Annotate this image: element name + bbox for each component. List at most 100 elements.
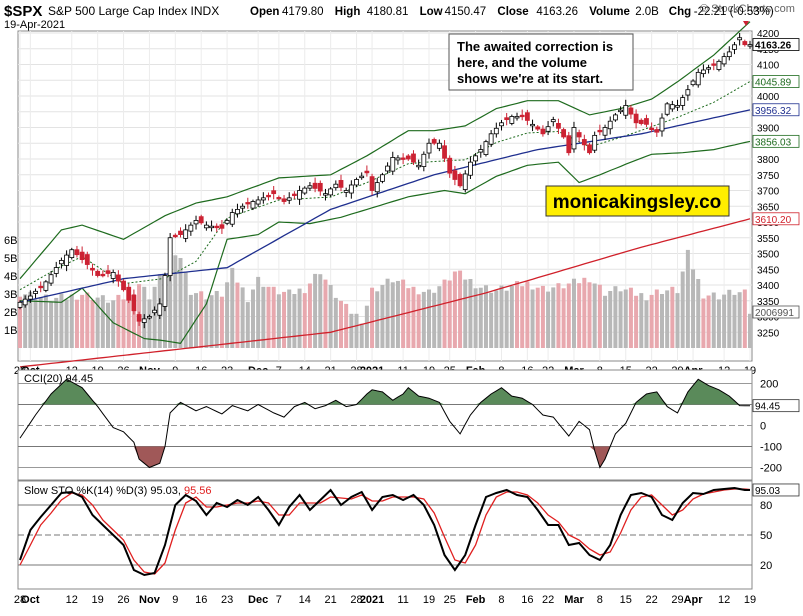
volume-bar: [452, 271, 457, 348]
volume-bar: [504, 290, 509, 348]
price-tick-label: 3350: [757, 297, 780, 308]
bottom-x-tick: 8: [597, 594, 603, 606]
volume-bar: [292, 294, 297, 348]
volume-bar: [287, 289, 292, 348]
price-tick-label: 3450: [757, 265, 780, 276]
bb-upper-line: [19, 21, 751, 280]
volume-bar: [323, 279, 328, 348]
price-tick-label: 4200: [757, 29, 780, 40]
volume-tick-label: 5B: [4, 253, 17, 265]
candle-body: [576, 132, 582, 138]
price-value-tag: 4045.89: [752, 75, 800, 89]
value-tag-text: 4163.26: [755, 41, 792, 52]
bottom-x-tick: 12: [718, 594, 730, 606]
volume-bar: [240, 287, 245, 348]
annotation-line: here, and the volume: [457, 55, 587, 70]
volume-bar: [121, 299, 126, 348]
candle-body: [172, 234, 178, 238]
volume-bar: [64, 299, 69, 348]
volume-bar: [473, 288, 478, 348]
volume-bar: [592, 283, 597, 348]
quote-value-chg: -22.21 (-0.53%): [694, 6, 774, 18]
candle-body: [390, 157, 396, 172]
candle-body: [711, 63, 717, 66]
volume-bar: [111, 300, 116, 348]
candle-body: [695, 71, 701, 86]
bottom-x-tick: 29: [671, 594, 683, 606]
volume-bar: [675, 293, 680, 348]
bottom-x-tick: 28: [14, 594, 26, 606]
volume-bar: [54, 297, 59, 348]
volume-bar: [701, 298, 706, 348]
annotation-line: shows we're at its start.: [457, 71, 603, 86]
volume-bar: [95, 297, 100, 348]
candle-body: [27, 295, 33, 300]
candle-body: [105, 270, 111, 274]
candle-body: [571, 127, 577, 150]
volume-bar: [525, 281, 530, 348]
volume-tick-label: 2B: [4, 307, 17, 319]
bb-lower-line: [19, 140, 751, 344]
candle-body: [524, 112, 530, 121]
volume-bar: [38, 297, 43, 348]
candle-body: [115, 274, 121, 282]
volume-bar: [370, 287, 375, 348]
candle-body: [607, 120, 613, 130]
candle-body: [188, 224, 194, 232]
sto-k-line: [19, 486, 750, 577]
value-tag-text: 3856.03: [755, 137, 792, 148]
candle-body: [431, 139, 437, 144]
price-value-tag: 4163.26: [752, 38, 800, 52]
candle-body: [556, 123, 561, 129]
volume-bar: [649, 294, 654, 348]
candle-body: [235, 208, 240, 215]
candle-body: [84, 254, 90, 265]
volume-bar: [613, 286, 618, 348]
stockcharts-watermark: © StockCharts.com: [700, 3, 795, 15]
volume-bar: [644, 300, 649, 348]
volume-bar: [665, 290, 670, 348]
volume-bar: [33, 299, 38, 348]
sto-value-box: [752, 483, 800, 497]
quote-value-low: 4150.47: [445, 6, 487, 18]
volume-bar: [603, 295, 608, 348]
cci-value-box: [752, 399, 800, 413]
volume-bar: [328, 285, 333, 348]
candle-body: [297, 190, 302, 200]
quote-label-chg: Chg: [669, 6, 691, 18]
price-tick-label: 3550: [757, 234, 780, 245]
quote-value-volume: 2.0B: [635, 6, 659, 18]
candle-body: [354, 179, 359, 186]
bottom-x-tick: 7: [276, 594, 282, 606]
price-value-tag: 3856.03: [752, 134, 800, 148]
bottom-x-tick: 22: [646, 594, 658, 606]
candle-body: [74, 249, 80, 256]
candle-body: [452, 170, 458, 180]
candle-body: [623, 105, 629, 116]
candle-body: [240, 205, 246, 209]
volume-bar: [711, 292, 716, 348]
volume-bar: [416, 294, 421, 348]
volume-tick-label: 6B: [4, 235, 17, 247]
candle-body: [633, 113, 639, 124]
volume-bar: [437, 286, 442, 348]
candle-body: [193, 220, 199, 225]
candle-body: [348, 184, 354, 194]
candle-body: [95, 270, 101, 276]
cci-tick-label: 200: [760, 379, 778, 391]
candle-body: [457, 174, 463, 187]
sto-tick-label: 80: [760, 500, 772, 512]
ma200-line: [19, 218, 751, 368]
volume-bar: [18, 296, 22, 348]
candle-body: [224, 220, 230, 224]
candle-body: [328, 188, 334, 196]
candle-body: [701, 69, 706, 75]
candle-body: [59, 260, 64, 265]
volume-bar: [468, 279, 473, 348]
value-tag-text: 4045.89: [755, 78, 792, 89]
bottom-x-tick: 19: [423, 594, 435, 606]
volume-bar: [276, 294, 281, 348]
volume-bar: [432, 292, 437, 348]
value-tag-text: 3610.20: [755, 215, 792, 226]
sto-title: Slow STO %K(14) %D(3) 95.03, 95.56: [24, 485, 212, 497]
